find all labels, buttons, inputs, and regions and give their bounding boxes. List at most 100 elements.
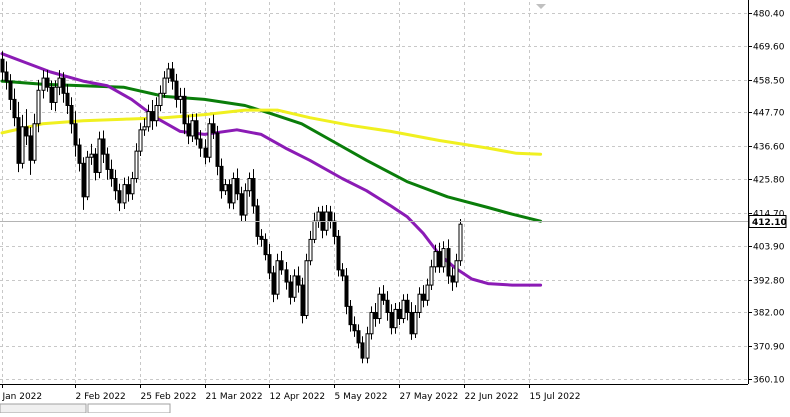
candle-body (296, 275, 301, 286)
candle-body (61, 77, 66, 94)
candle (429, 259, 434, 290)
candle (377, 287, 382, 324)
date-tick-label: 21 Mar 2022 (206, 392, 263, 402)
candle (154, 97, 159, 127)
candle (105, 147, 110, 180)
candle (16, 101, 21, 173)
price-tick-label: 392.80 (753, 277, 785, 287)
candle-body (69, 104, 74, 125)
candle (356, 324, 361, 349)
scroll-shift-marker[interactable] (536, 4, 546, 9)
price-tick-label: 458.50 (753, 77, 785, 87)
candle-body (170, 68, 175, 82)
price-tick-label: 436.60 (753, 143, 785, 153)
chart-tab-2[interactable] (87, 403, 171, 414)
candle (36, 79, 41, 133)
price-tick-label: 480.40 (753, 10, 785, 20)
candle-body (231, 178, 236, 204)
candle (275, 253, 280, 300)
date-tick-label: 27 May 2022 (400, 392, 459, 402)
moving-average-line (0, 108, 543, 156)
candle-body (28, 135, 33, 161)
candle (109, 159, 114, 187)
candle-body (373, 311, 378, 320)
candle-body (397, 308, 402, 320)
candle-body (243, 190, 248, 216)
candle-body (312, 220, 317, 240)
candle-body (203, 147, 208, 158)
candle-body (4, 71, 9, 82)
candle (352, 316, 357, 337)
candle-body (41, 77, 46, 91)
candle-body (113, 178, 118, 192)
candle (113, 169, 118, 200)
candle (320, 205, 325, 239)
candle-body (146, 111, 151, 128)
candle-body (154, 104, 159, 122)
candle-body (150, 111, 155, 122)
candle-body (458, 223, 463, 262)
candle-body (0, 58, 5, 73)
candle-body (332, 220, 337, 237)
candle (207, 118, 212, 163)
candle (138, 123, 143, 157)
candle (296, 266, 301, 293)
candle-body (223, 184, 228, 192)
candle-body (267, 254, 272, 274)
candle-body (446, 248, 451, 277)
candle (328, 205, 333, 229)
date-tick-label: 2 Feb 2022 (76, 392, 126, 402)
candle (69, 97, 74, 134)
date-tick-label: 5 May 2022 (335, 392, 388, 402)
candle-body (259, 235, 264, 240)
candle (101, 130, 106, 164)
candle-body (81, 162, 86, 198)
candle (458, 219, 463, 266)
candle-body (93, 153, 98, 173)
candle (389, 304, 394, 335)
candle (49, 80, 54, 111)
candle (53, 80, 58, 112)
candle (211, 114, 216, 139)
candle (178, 87, 183, 114)
candle (369, 306, 374, 340)
chart-tab-1[interactable] (0, 403, 87, 414)
candle (348, 299, 353, 332)
candle-body (122, 184, 127, 204)
candle-body (36, 89, 41, 125)
date-tick-label: 15 Jul 2022 (530, 392, 581, 402)
candle (279, 250, 284, 275)
candle (0, 51, 5, 82)
candle (190, 113, 195, 143)
candle (397, 302, 402, 325)
candle-body (89, 153, 94, 158)
candle (271, 265, 276, 303)
candle-body (284, 269, 289, 283)
price-tick-label: 403.90 (753, 243, 785, 253)
candle (393, 303, 398, 334)
candle (166, 62, 171, 83)
candle (117, 183, 122, 212)
date-tick-label: 22 Jun 2022 (465, 392, 519, 402)
candle (385, 291, 390, 321)
candle (215, 125, 220, 176)
candle-body (340, 269, 345, 277)
candle (425, 278, 430, 306)
grid (0, 2, 748, 384)
date-tick-label: Jan 2022 (2, 392, 43, 402)
candle-body (454, 260, 459, 283)
current-price-marker: 412.10 (0, 215, 787, 228)
candle (381, 285, 386, 305)
candle (24, 109, 29, 146)
candle-body (336, 235, 341, 271)
candle (316, 206, 321, 228)
candle (259, 229, 264, 247)
candle-body (275, 260, 280, 295)
candle (162, 71, 167, 98)
candle-body (239, 193, 244, 216)
moving-average-line (0, 79, 543, 223)
candle-body (8, 80, 13, 100)
candle-body (304, 260, 309, 317)
candle (239, 186, 244, 222)
